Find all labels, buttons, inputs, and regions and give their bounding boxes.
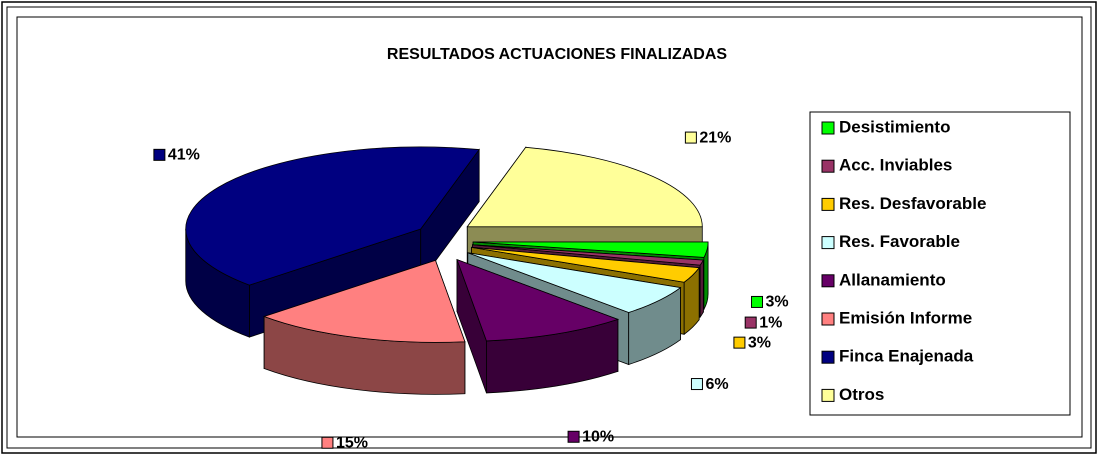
legend-label: Res. Favorable (839, 232, 960, 251)
legend-label: Finca Enajenada (839, 347, 974, 366)
data-label: 1% (759, 314, 782, 331)
pie-slice (456, 258, 620, 394)
legend-swatch (821, 274, 835, 288)
slice-top (185, 146, 480, 286)
pie-slice (262, 259, 466, 395)
data-label: 15% (336, 434, 368, 451)
data-label: 6% (705, 376, 728, 393)
legend-label: Emisión Informe (839, 308, 972, 327)
legend-label: Allanamiento (839, 270, 946, 289)
inner-frame (6, 6, 1092, 449)
legend-label: Acc. Inviables (839, 156, 952, 175)
slice-top (466, 146, 703, 228)
data-label: 3% (748, 334, 771, 351)
data-label-swatch (751, 295, 764, 308)
legend-swatch (821, 312, 835, 326)
data-label-swatch (153, 148, 166, 161)
legend-label: Otros (839, 385, 884, 404)
legend-box (809, 111, 1071, 416)
legend-swatch (821, 388, 835, 402)
slice-top (262, 259, 466, 343)
slice-top (456, 258, 620, 342)
pie-slice (185, 146, 480, 338)
data-label: 3% (766, 294, 789, 311)
data-label-swatch (733, 336, 746, 349)
legend-swatch (821, 236, 835, 250)
data-label: 41% (168, 147, 200, 164)
data-label: 21% (699, 129, 731, 146)
legend-swatch (821, 350, 835, 364)
legend-swatch (821, 121, 835, 135)
data-label-swatch (684, 131, 697, 144)
data-label-swatch (690, 378, 703, 391)
chart-title: RESULTADOS ACTUACIONES FINALIZADAS (387, 46, 727, 63)
data-label-swatch (744, 316, 757, 329)
slice-top (471, 246, 700, 283)
slice-top (473, 241, 709, 258)
legend-swatch (821, 197, 835, 211)
data-label-swatch (321, 436, 334, 449)
slice-outer-wall (699, 259, 704, 319)
slice-top (472, 244, 705, 266)
legend-label: Desistimiento (839, 117, 950, 136)
legend-swatch (821, 159, 835, 173)
data-label: 10% (582, 428, 614, 445)
slice-top (467, 252, 682, 313)
legend-label: Res. Desfavorable (839, 194, 986, 213)
data-label-swatch (567, 430, 580, 443)
